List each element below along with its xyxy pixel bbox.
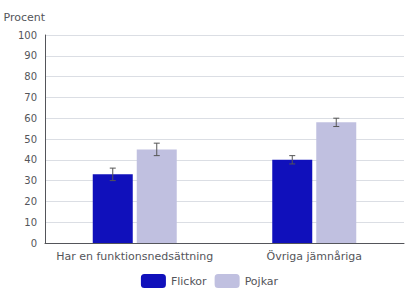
svg-text:100: 100 <box>18 30 37 41</box>
svg-text:40: 40 <box>24 154 37 165</box>
svg-text:0: 0 <box>31 238 37 249</box>
svg-text:20: 20 <box>24 196 37 207</box>
svg-text:Flickor: Flickor <box>171 275 207 288</box>
svg-text:Procent: Procent <box>3 11 45 24</box>
svg-text:30: 30 <box>24 175 37 186</box>
svg-text:50: 50 <box>24 134 37 145</box>
svg-text:Övriga jämnåriga: Övriga jämnåriga <box>267 250 363 263</box>
svg-text:10: 10 <box>24 217 37 228</box>
svg-text:Har en funktionsnedsättning: Har en funktionsnedsättning <box>56 250 213 263</box>
svg-text:80: 80 <box>24 71 37 82</box>
svg-text:70: 70 <box>24 92 37 103</box>
svg-text:60: 60 <box>24 113 37 124</box>
svg-text:Pojkar: Pojkar <box>245 275 279 288</box>
svg-text:90: 90 <box>24 50 37 61</box>
